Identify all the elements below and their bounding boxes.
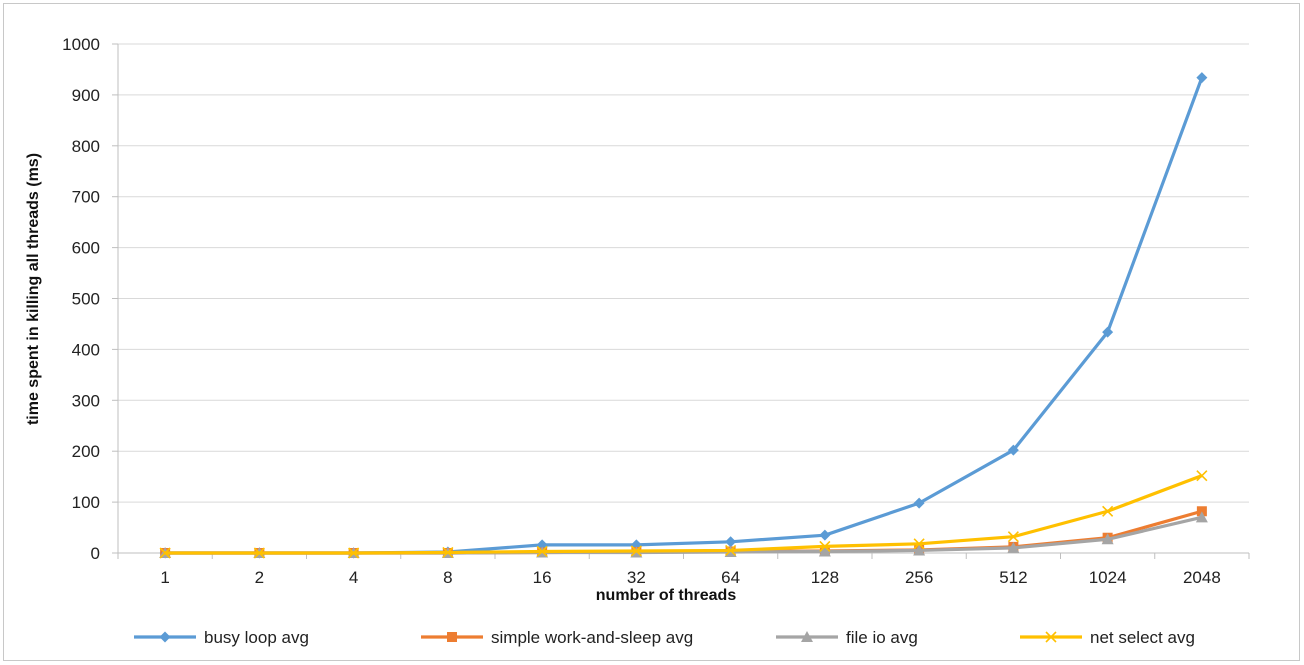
data-point — [1101, 533, 1114, 545]
data-point — [725, 544, 737, 557]
legend-marker — [1045, 631, 1057, 643]
legend-label: net select avg — [1090, 628, 1195, 647]
legend-item: net select avg — [1020, 628, 1195, 647]
legend-marker — [447, 632, 457, 642]
y-axis-ticks: 0 100 200 300 400 500 600 700 800 900 1000 — [62, 35, 118, 563]
legend-item: busy loop avg — [134, 628, 309, 647]
x-tick-label: 8 — [443, 568, 452, 587]
line-chart: 0 100 200 300 400 500 600 700 800 900 1000 1 2 4 8 16 3… — [25, 35, 1250, 647]
x-tick-label: 16 — [533, 568, 552, 587]
data-point — [1102, 326, 1114, 338]
legend-marker — [159, 631, 171, 643]
y-tick-label: 200 — [72, 442, 100, 461]
chart-frame: 0 100 200 300 400 500 600 700 800 900 1000 1 2 4 8 16 3… — [3, 3, 1300, 661]
data-point — [1196, 72, 1208, 84]
legend: busy loop avg simple work-and-sleep avg fi… — [134, 628, 1195, 647]
y-tick-label: 0 — [91, 544, 100, 563]
x-tick-label: 512 — [999, 568, 1027, 587]
x-tick-label: 2048 — [1183, 568, 1221, 587]
data-point — [1007, 444, 1019, 456]
data-point — [913, 544, 926, 556]
x-tick-label: 128 — [811, 568, 839, 587]
data-point — [818, 545, 831, 557]
series-busy-loop-avg — [159, 72, 1208, 559]
x-tick-label: 64 — [721, 568, 740, 587]
data-point — [1102, 505, 1114, 517]
data-point — [536, 545, 548, 558]
series-line — [165, 515, 1203, 555]
gridlines — [117, 43, 1249, 554]
data-point — [913, 538, 925, 550]
legend-label: file io avg — [846, 628, 918, 647]
y-tick-label: 500 — [72, 290, 100, 309]
data-point — [442, 546, 454, 559]
legend-item: file io avg — [776, 628, 918, 647]
x-tick-label: 256 — [905, 568, 933, 587]
y-tick-label: 600 — [72, 239, 100, 258]
x-tick-label: 32 — [627, 568, 646, 587]
data-point — [819, 540, 831, 552]
y-tick-label: 400 — [72, 340, 100, 359]
legend-marker — [801, 631, 813, 642]
y-tick-label: 300 — [72, 391, 100, 410]
data-point — [1007, 531, 1019, 543]
x-tick-label: 1024 — [1089, 568, 1127, 587]
data-point — [1195, 511, 1208, 523]
data-point — [725, 536, 737, 548]
x-tick-label: 2 — [255, 568, 264, 587]
data-point — [913, 497, 925, 509]
data-point — [253, 547, 265, 559]
legend-label: simple work-and-sleep avg — [491, 628, 693, 647]
y-tick-label: 100 — [72, 493, 100, 512]
data-point — [348, 547, 360, 559]
series-line — [165, 474, 1203, 555]
x-axis-title: number of threads — [596, 587, 737, 604]
series-line — [165, 509, 1203, 555]
data-point — [159, 547, 171, 559]
x-tick-label: 4 — [349, 568, 358, 587]
y-tick-label: 900 — [72, 86, 100, 105]
legend-label: busy loop avg — [204, 628, 309, 647]
series-layer — [159, 72, 1208, 559]
y-tick-label: 1000 — [62, 35, 100, 54]
data-point — [1007, 541, 1020, 553]
data-point — [1196, 470, 1208, 482]
series-line — [165, 77, 1204, 555]
y-axis-title: time spent in killing all threads (ms) — [25, 153, 42, 425]
y-tick-label: 700 — [72, 188, 100, 207]
x-axis-ticks: 1 2 4 8 16 32 64 128 256 512 1024 2048 — [117, 553, 1250, 587]
y-tick-label: 800 — [72, 137, 100, 156]
data-point — [819, 529, 831, 541]
series-net-select-avg — [159, 470, 1208, 559]
data-point — [1196, 506, 1207, 517]
legend-item: simple work-and-sleep avg — [421, 628, 693, 647]
x-tick-label: 1 — [160, 568, 169, 587]
data-point — [630, 545, 642, 557]
